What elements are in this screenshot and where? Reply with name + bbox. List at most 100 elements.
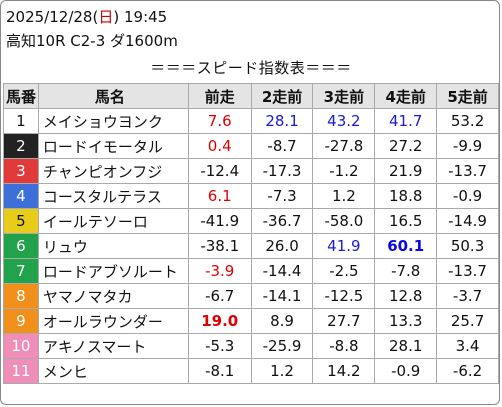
speed-index-value: -1.2 <box>312 158 376 184</box>
speed-index-value: -6.2 <box>436 358 499 384</box>
horse-name: メンヒ <box>37 358 189 384</box>
speed-index-value: 21.9 <box>374 158 438 184</box>
speed-index-value: -14.1 <box>250 283 314 309</box>
speed-index-value: 14.2 <box>312 358 376 384</box>
horse-number: 4 <box>3 183 39 209</box>
speed-index-value: 60.1 <box>374 233 438 259</box>
speed-index-value: -36.7 <box>250 208 314 234</box>
speed-index-value: -9.9 <box>436 133 499 159</box>
table-row: 9 オールラウンダー 19.0 8.9 27.7 13.3 25.7 <box>3 308 499 334</box>
horse-name: イールテソーロ <box>37 208 189 234</box>
speed-index-value: 53.2 <box>436 108 499 134</box>
race-info: 高知10R C2-3 ダ1600m <box>6 32 178 50</box>
speed-index-value: 41.7 <box>374 108 438 134</box>
speed-index-value: -7.8 <box>374 258 438 284</box>
speed-index-value: -3.9 <box>187 258 252 284</box>
horse-name: メイショウヨンク <box>37 108 189 134</box>
col-header-2-races-ago: 2走前 <box>250 83 314 109</box>
table-row: 2 ロードイモータル 0.4 -8.7 -27.8 27.2 -9.9 <box>3 133 499 159</box>
speed-index-value: -8.7 <box>250 133 314 159</box>
speed-index-value: -3.7 <box>436 283 499 309</box>
table-row: 1 メイショウヨンク 7.6 28.1 43.2 41.7 53.2 <box>3 108 499 134</box>
speed-index-value: 12.8 <box>374 283 438 309</box>
speed-index-value: -13.7 <box>436 158 499 184</box>
horse-name: リュウ <box>37 233 189 259</box>
speed-index-value: -14.9 <box>436 208 499 234</box>
speed-index-value: -38.1 <box>187 233 252 259</box>
speed-index-value: -6.7 <box>187 283 252 309</box>
horse-number: 2 <box>3 133 39 159</box>
horse-number: 8 <box>3 283 39 309</box>
speed-index-value: -12.4 <box>187 158 252 184</box>
speed-index-value: 27.2 <box>374 133 438 159</box>
speed-index-value: 1.2 <box>250 358 314 384</box>
speed-index-value: -25.9 <box>250 333 314 359</box>
speed-index-value: -8.1 <box>187 358 252 384</box>
speed-index-value: 7.6 <box>187 108 252 134</box>
speed-index-value: 43.2 <box>312 108 376 134</box>
col-header-3-races-ago: 3走前 <box>312 83 376 109</box>
speed-index-value: -8.8 <box>312 333 376 359</box>
speed-index-table: 馬番 馬名 前走 2走前 3走前 4走前 5走前 1 メイショウヨンク 7.6 28.… <box>3 83 499 384</box>
speed-index-value: 1.2 <box>312 183 376 209</box>
table-row: 4 コースタルテラス 6.1 -7.3 1.2 18.8 -0.9 <box>3 183 499 209</box>
speed-index-value: -13.7 <box>436 258 499 284</box>
horse-number: 5 <box>3 208 39 234</box>
speed-index-value: 16.5 <box>374 208 438 234</box>
horse-number: 1 <box>3 108 39 134</box>
speed-index-value: 0.4 <box>187 133 252 159</box>
speed-index-value: -58.0 <box>312 208 376 234</box>
col-header-number: 馬番 <box>3 83 39 109</box>
horse-number: 11 <box>3 358 39 384</box>
speed-index-value: 28.1 <box>374 333 438 359</box>
table-caption: ＝＝＝スピード指数表＝＝＝ <box>150 59 352 77</box>
horse-name: ロードイモータル <box>37 133 189 159</box>
col-header-last-race: 前走 <box>187 83 252 109</box>
col-header-5-races-ago: 5走前 <box>436 83 499 109</box>
table-row: 6 リュウ -38.1 26.0 41.9 60.1 50.3 <box>3 233 499 259</box>
speed-index-value: 13.3 <box>374 308 438 334</box>
speed-index-value: 28.1 <box>250 108 314 134</box>
race-datetime: 2025/12/28(日) 19:45 <box>6 7 167 27</box>
speed-index-value: 3.4 <box>436 333 499 359</box>
table-header-row: 馬番 馬名 前走 2走前 3走前 4走前 5走前 <box>3 83 499 109</box>
speed-index-value: 25.7 <box>436 308 499 334</box>
horse-name: ヤマノマタカ <box>37 283 189 309</box>
col-header-4-races-ago: 4走前 <box>374 83 438 109</box>
speed-index-value: 27.7 <box>312 308 376 334</box>
speed-index-value: 6.1 <box>187 183 252 209</box>
horse-name: アキノスマート <box>37 333 189 359</box>
horse-number: 6 <box>3 233 39 259</box>
table-row: 8 ヤマノマタカ -6.7 -14.1 -12.5 12.8 -3.7 <box>3 283 499 309</box>
table-row: 5 イールテソーロ -41.9 -36.7 -58.0 16.5 -14.9 <box>3 208 499 234</box>
speed-index-value: -0.9 <box>436 183 499 209</box>
table-row: 10 アキノスマート -5.3 -25.9 -8.8 28.1 3.4 <box>3 333 499 359</box>
table-row: 7 ロードアブソルート -3.9 -14.4 -2.5 -7.8 -13.7 <box>3 258 499 284</box>
col-header-horse-name: 馬名 <box>37 83 189 109</box>
race-date: 2025/12/28 <box>6 8 93 26</box>
speed-index-value: 26.0 <box>250 233 314 259</box>
speed-index-value: -0.9 <box>374 358 438 384</box>
speed-index-value: 8.9 <box>250 308 314 334</box>
speed-index-value: -7.3 <box>250 183 314 209</box>
speed-index-value: -17.3 <box>250 158 314 184</box>
speed-index-value: -12.5 <box>312 283 376 309</box>
race-time: 19:45 <box>123 8 168 26</box>
speed-index-value: 18.8 <box>374 183 438 209</box>
horse-name: オールラウンダー <box>37 308 189 334</box>
speed-index-value: -27.8 <box>312 133 376 159</box>
speed-index-value: 50.3 <box>436 233 499 259</box>
speed-index-value: -5.3 <box>187 333 252 359</box>
speed-index-value: -41.9 <box>187 208 252 234</box>
speed-index-value: 41.9 <box>312 233 376 259</box>
weekday-paren-close: ) <box>113 8 120 26</box>
horse-name: チャンピオンフジ <box>37 158 189 184</box>
table-row: 3 チャンピオンフジ -12.4 -17.3 -1.2 21.9 -13.7 <box>3 158 499 184</box>
horse-number: 7 <box>3 258 39 284</box>
table-row: 11 メンヒ -8.1 1.2 14.2 -0.9 -6.2 <box>3 358 499 384</box>
speed-index-value: -14.4 <box>250 258 314 284</box>
horse-name: コースタルテラス <box>37 183 189 209</box>
race-weekday: 日 <box>98 8 114 26</box>
horse-number: 9 <box>3 308 39 334</box>
